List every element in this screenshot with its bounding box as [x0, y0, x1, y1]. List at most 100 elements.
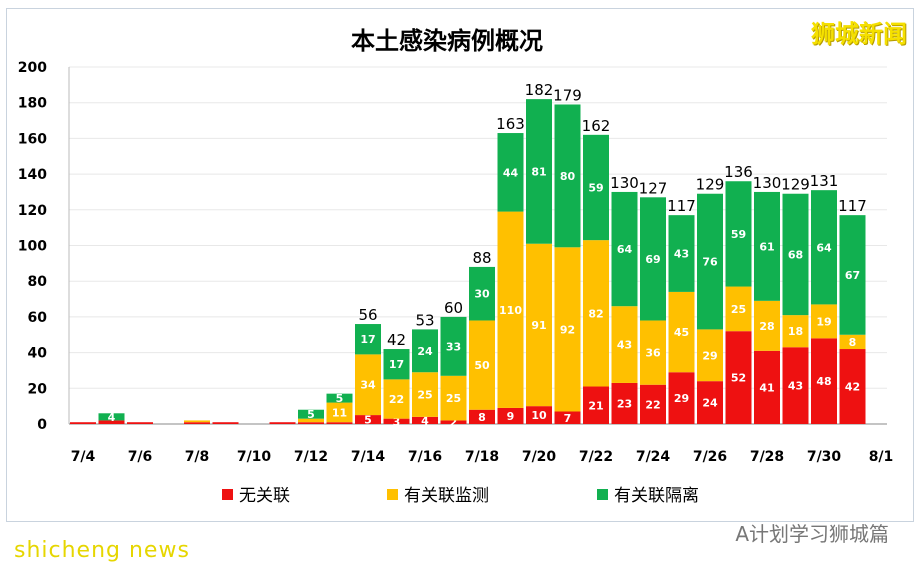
bar-segment: [497, 407, 524, 424]
x-tick-label: 7/6: [128, 449, 153, 465]
segment-label: 3: [393, 415, 401, 428]
x-tick-label: 8/1: [869, 449, 894, 465]
bar-segment: [70, 422, 96, 424]
segment-label: 92: [560, 323, 575, 336]
bar-segment: [212, 422, 239, 424]
bar-segment: [526, 99, 552, 244]
bar-segment: [469, 320, 495, 410]
y-tick-label: 100: [18, 239, 47, 255]
segment-label: 91: [531, 319, 546, 332]
segment-label: 110: [499, 304, 522, 317]
footer-left-text: shicheng news: [14, 538, 190, 563]
segment-label: 48: [816, 375, 831, 388]
total-label: 129: [696, 176, 725, 194]
footer-right-text: A计划学习狮城篇: [735, 522, 889, 546]
y-tick-label: 20: [28, 381, 48, 397]
legend-swatch: [597, 489, 608, 500]
bar-segment: [611, 306, 638, 383]
bar-segment: [298, 409, 324, 419]
bar-segment: [440, 420, 467, 424]
x-tick-label: 7/26: [693, 449, 727, 465]
y-tick-label: 40: [28, 346, 48, 362]
segment-label: 42: [845, 381, 860, 394]
chart-title: 本土感染病例概况: [351, 27, 543, 55]
y-tick-label: 140: [18, 167, 47, 183]
segment-label: 82: [588, 307, 603, 320]
bar-segment: [298, 418, 324, 423]
total-label: 162: [582, 117, 611, 135]
bar-segment: [469, 266, 495, 321]
y-tick-label: 0: [37, 417, 47, 433]
segment-label: 52: [731, 372, 746, 385]
x-tick-label: 7/18: [465, 449, 499, 465]
segment-label: 17: [389, 358, 404, 371]
segment-label: 59: [731, 228, 746, 241]
bar-segment: [326, 402, 353, 423]
bar-segment: [98, 413, 125, 421]
total-label: 182: [525, 81, 554, 99]
legend-swatch: [387, 489, 398, 500]
legend-label: 无关联: [239, 486, 290, 506]
segment-label: 17: [360, 333, 375, 346]
segment-label: 67: [845, 269, 860, 282]
total-label: 127: [639, 179, 668, 197]
bar-segment: [782, 347, 809, 424]
bar-segment: [383, 379, 410, 419]
x-tick-label: 7/16: [408, 449, 442, 465]
total-label: 130: [610, 174, 639, 192]
bar-segment: [725, 331, 752, 424]
segment-label: 8: [478, 411, 486, 424]
x-tick-label: 7/20: [522, 449, 557, 465]
segment-label: 9: [507, 410, 515, 423]
legend-label: 有关联隔离: [614, 486, 699, 506]
segment-label: 69: [645, 253, 660, 266]
x-tick-label: 7/14: [351, 449, 386, 465]
bar-segment: [811, 304, 837, 339]
y-tick-label: 120: [18, 203, 47, 219]
x-tick-label: 7/8: [185, 449, 210, 465]
segment-label: 22: [645, 398, 660, 411]
segment-label: 30: [474, 288, 490, 301]
segment-label: 36: [645, 347, 661, 360]
segment-label: 50: [474, 359, 490, 372]
segment-label: 68: [788, 248, 803, 261]
y-tick-label: 60: [28, 310, 48, 326]
bar-segment: [440, 375, 467, 421]
x-tick-label: 7/10: [237, 449, 272, 465]
bar-segment: [469, 409, 495, 424]
segment-label: 22: [389, 393, 404, 406]
bar-segment: [668, 215, 695, 292]
bar-segment: [269, 422, 296, 424]
segment-label: 19: [816, 315, 831, 328]
segment-label: 23: [617, 397, 632, 410]
segment-label: 5: [307, 408, 315, 421]
bar-segment: [697, 329, 723, 382]
bar-segment: [611, 382, 638, 424]
x-tick-label: 7/30: [807, 449, 842, 465]
x-tick-label: 7/28: [750, 449, 784, 465]
bar-segment: [611, 191, 638, 307]
bar-segment: [640, 320, 666, 385]
bar-segment: [355, 354, 381, 416]
y-tick-label: 80: [28, 274, 48, 290]
segment-label: 29: [674, 392, 689, 405]
bar-segment: [554, 411, 581, 424]
bar-segment: [497, 133, 524, 212]
segment-label: 44: [503, 166, 519, 179]
segment-label: 24: [417, 345, 433, 358]
watermark: 狮城新闻: [811, 20, 907, 48]
segment-label: 18: [788, 325, 803, 338]
bar-segment: [583, 386, 609, 424]
bar-segment: [497, 211, 524, 408]
bar-segment: [839, 215, 866, 335]
segment-label: 8: [849, 336, 857, 349]
segment-label: 25: [731, 303, 746, 316]
x-tick-label: 7/12: [294, 449, 328, 465]
bar-segment: [640, 384, 666, 424]
segment-label: 59: [588, 181, 603, 194]
bar-segment: [412, 416, 438, 424]
segment-label: 2: [450, 416, 458, 429]
bar-segment: [754, 300, 780, 351]
bar-segment: [782, 315, 809, 348]
